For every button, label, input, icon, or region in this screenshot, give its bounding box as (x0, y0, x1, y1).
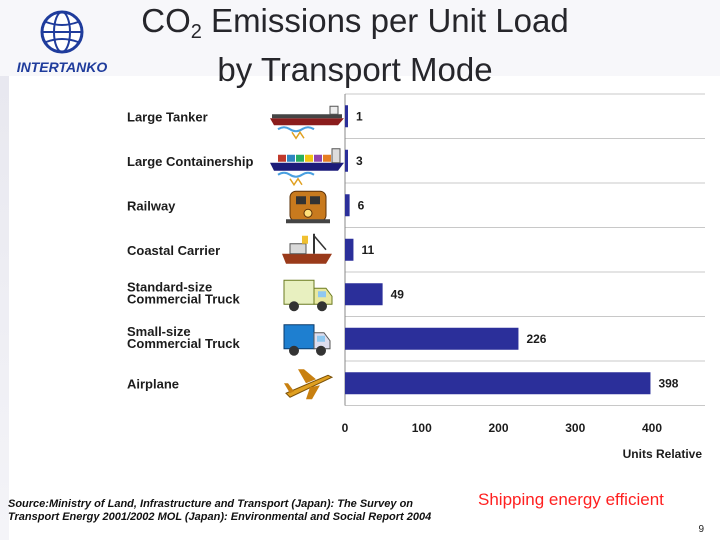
x-tick-label: 0 (342, 421, 349, 435)
intertanko-logo: INTERTANKO (17, 10, 108, 75)
category-label: Large Tanker (127, 109, 208, 124)
small-truck-icon (283, 324, 331, 356)
value-label: 11 (361, 243, 374, 257)
bar (345, 372, 651, 395)
category-label: Airplane (127, 376, 179, 391)
category-label: Coastal Carrier (127, 243, 220, 258)
containership-icon (270, 148, 344, 187)
coastal-carrier-icon (282, 233, 332, 264)
header-band (0, 0, 720, 76)
x-tick-label: 200 (488, 421, 508, 435)
x-tick-label: 400 (642, 421, 662, 435)
logo-wordmark: INTERTANKO (17, 59, 108, 75)
value-label: 6 (358, 198, 365, 212)
x-tick-label: 300 (565, 421, 585, 435)
category-label: Railway (127, 198, 176, 213)
category-label: Commercial Truck (127, 291, 240, 306)
page-title: CO2 Emissions per Unit Load by Transport… (141, 2, 569, 88)
tanker-icon (270, 105, 344, 140)
bar (345, 105, 348, 128)
bar (345, 194, 350, 217)
value-label: 226 (526, 332, 546, 346)
value-label: 49 (391, 287, 405, 301)
value-label: 1 (356, 109, 363, 123)
left-decor-band (0, 0, 9, 540)
slogan-text: Shipping energy efficient (478, 490, 664, 509)
locomotive-icon (286, 190, 330, 224)
standard-truck-icon (283, 279, 333, 312)
category-label: Large Containership (127, 154, 253, 169)
source-note: Source:Ministry of Land, Infrastructure … (8, 498, 432, 523)
value-label: 3 (356, 154, 363, 168)
category-label: Commercial Truck (127, 336, 240, 351)
value-label: 398 (658, 376, 678, 390)
bar (345, 238, 354, 261)
bar (345, 327, 519, 350)
category-label: Small-size (127, 324, 191, 339)
bar (345, 283, 383, 306)
page-number: 9 (698, 524, 704, 535)
bar (345, 149, 348, 172)
x-tick-label: 100 (412, 421, 432, 435)
airplane-icon (284, 369, 334, 400)
category-label: Standard-size (127, 279, 212, 294)
x-axis-label: Units Relative (622, 447, 702, 461)
